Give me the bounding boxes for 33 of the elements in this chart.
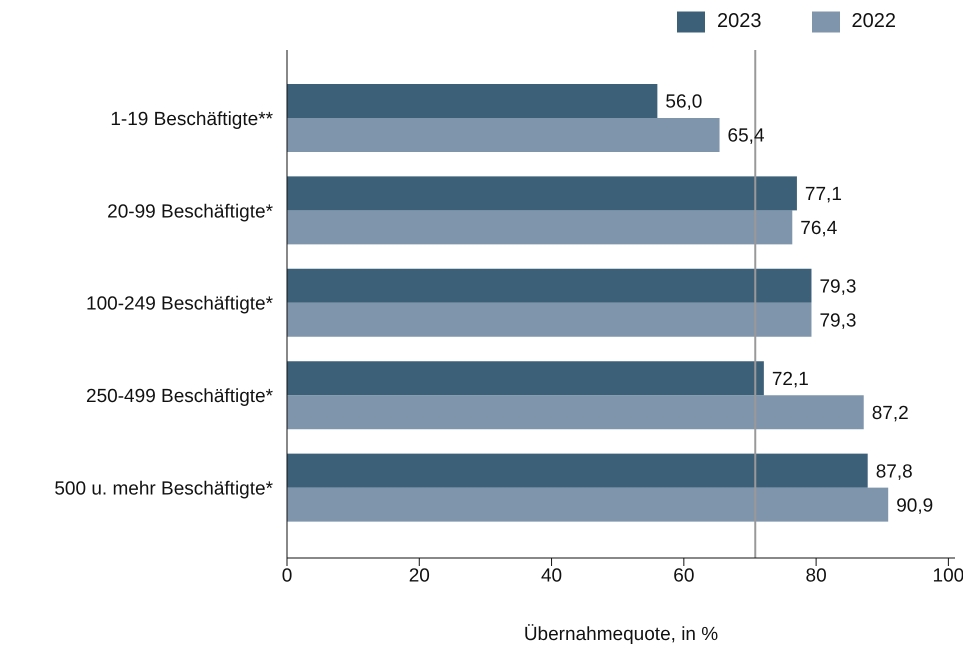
bar xyxy=(287,488,888,522)
data-label: 65,4 xyxy=(728,126,765,147)
data-label: 72,1 xyxy=(772,368,809,390)
x-tick-label: 80 xyxy=(806,565,827,586)
x-tick-label: 20 xyxy=(408,565,430,586)
data-label: 76,4 xyxy=(800,218,838,240)
y-tick-label: 20-99 Beschäftigte* xyxy=(107,201,274,222)
x-tick-label: 40 xyxy=(540,565,562,586)
data-label: 56,0 xyxy=(665,92,702,113)
bar xyxy=(287,268,812,303)
bar xyxy=(287,395,864,430)
data-label: 79,3 xyxy=(819,310,856,332)
bar xyxy=(287,176,797,210)
bar xyxy=(287,210,792,244)
y-tick-label: 500 u. mehr Beschäftigte* xyxy=(54,478,274,500)
data-label: 79,3 xyxy=(819,276,856,298)
x-axis-title: Übernahmequote, in % xyxy=(524,624,718,645)
x-tick-label: 60 xyxy=(673,565,694,586)
y-tick-label: 1-19 Beschäftigte** xyxy=(110,108,274,130)
y-tick-label: 100-249 Beschäftigte* xyxy=(86,294,274,315)
bar xyxy=(287,118,720,152)
bar xyxy=(287,361,764,396)
data-label: 77,1 xyxy=(804,184,842,206)
bar xyxy=(287,302,812,337)
legend-label: 2023 xyxy=(717,10,762,32)
bar xyxy=(287,454,868,488)
x-tick-label: 0 xyxy=(282,565,292,586)
data-label: 87,2 xyxy=(872,402,909,424)
data-label: 87,8 xyxy=(876,461,913,482)
y-tick-label: 250-499 Beschäftigte* xyxy=(86,386,274,408)
legend-label: 2022 xyxy=(852,10,896,32)
data-label: 90,9 xyxy=(896,495,934,516)
bar xyxy=(287,84,658,118)
